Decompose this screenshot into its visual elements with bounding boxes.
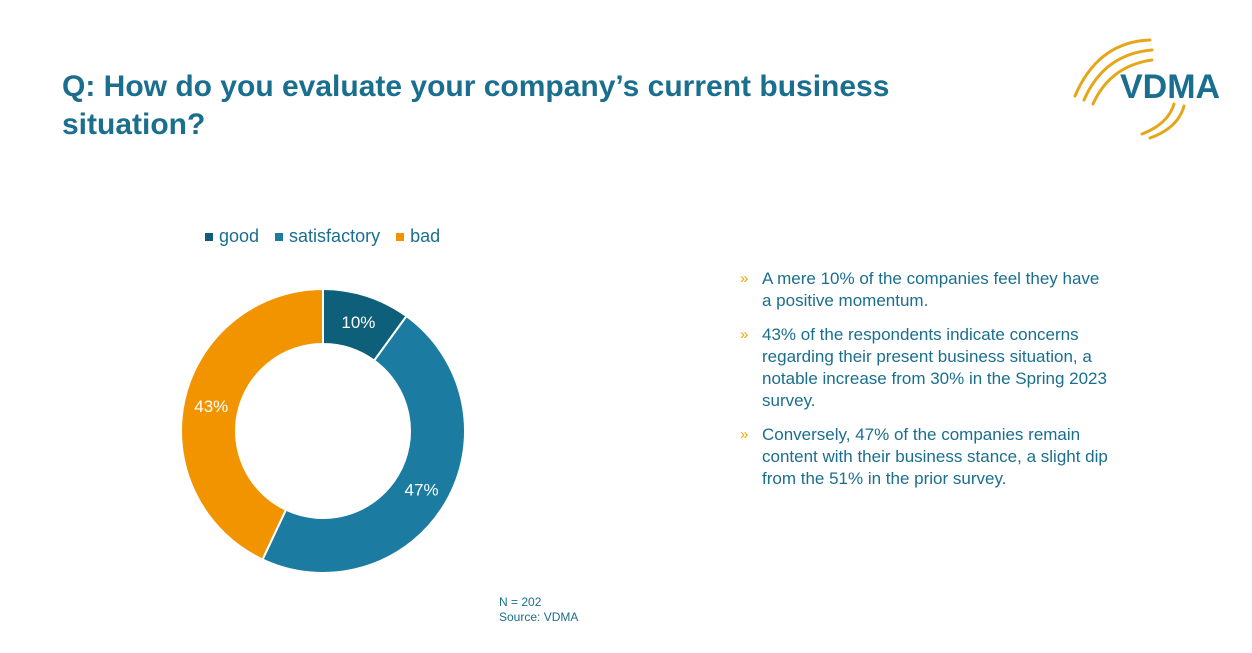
legend-swatch bbox=[205, 232, 213, 241]
legend-item-good: good bbox=[205, 226, 259, 247]
donut-slice-bad bbox=[180, 287, 324, 561]
finding-item: » A mere 10% of the companies feel they h… bbox=[740, 268, 1110, 312]
finding-item: » 43% of the respondents indicate concern… bbox=[740, 324, 1110, 412]
bullet-marker-icon: » bbox=[740, 326, 749, 343]
legend-swatch bbox=[396, 232, 405, 241]
legend-swatch bbox=[275, 232, 284, 241]
slice-label-good: 10% bbox=[341, 313, 375, 332]
logo-text: VDMA bbox=[1120, 68, 1220, 106]
legend-label: bad bbox=[410, 226, 441, 246]
bullet-marker-icon: » bbox=[740, 426, 749, 443]
legend-item-satisfactory: satisfactory bbox=[275, 226, 380, 247]
slice-label-satisfactory: 47% bbox=[405, 480, 439, 499]
donut-slice-satisfactory bbox=[261, 314, 466, 574]
key-findings-list: » A mere 10% of the companies feel they h… bbox=[740, 268, 1110, 502]
finding-text: Conversely, 47% of the companies remain … bbox=[762, 425, 1108, 488]
footnote: N = 202 Source: VDMA bbox=[499, 595, 578, 625]
vdma-logo: VDMA bbox=[1073, 38, 1220, 140]
sample-size: N = 202 bbox=[499, 595, 542, 609]
legend-label: satisfactory bbox=[289, 226, 381, 246]
slide-title: Q: How do you evaluate your company’s cu… bbox=[62, 70, 890, 141]
source-note: Source: VDMA bbox=[499, 610, 579, 624]
legend-label: good bbox=[219, 226, 260, 246]
finding-item: » Conversely, 47% of the companies remain… bbox=[740, 424, 1110, 490]
finding-text: 43% of the respondents indicate concerns… bbox=[762, 325, 1107, 410]
logo-swoosh-icon bbox=[1073, 38, 1186, 140]
slice-label-bad: 43% bbox=[194, 397, 228, 416]
bullet-marker-icon: » bbox=[740, 270, 749, 287]
finding-text: A mere 10% of the companies feel they ha… bbox=[762, 269, 1100, 310]
legend-item-bad: bad bbox=[396, 226, 440, 247]
chart-legend: good satisfactory bad bbox=[205, 226, 440, 247]
donut-chart: 10% 47% 43% bbox=[180, 287, 466, 574]
